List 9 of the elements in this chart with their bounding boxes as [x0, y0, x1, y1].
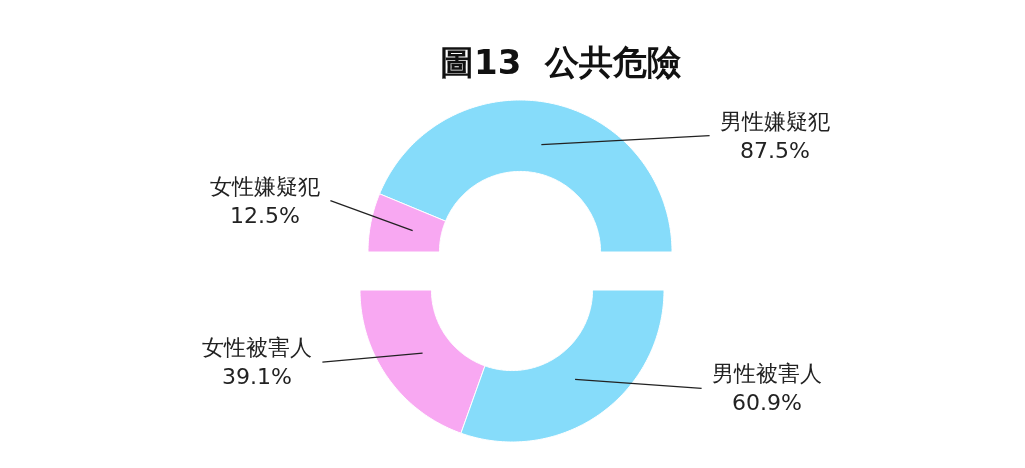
data-label: 39.1% — [222, 363, 292, 389]
data-label: 12.5% — [230, 202, 300, 228]
slice-label: 女性被害人 — [202, 335, 312, 360]
data-label: 87.5% — [740, 137, 810, 163]
slice-label: 男性嫌疑犯 — [720, 109, 830, 134]
chart-title: 圖13 公共危險 — [440, 42, 681, 82]
slice-label: 男性被害人 — [712, 361, 822, 386]
data-label: 60.9% — [732, 389, 802, 415]
slice-label: 女性嫌疑犯 — [210, 174, 320, 199]
